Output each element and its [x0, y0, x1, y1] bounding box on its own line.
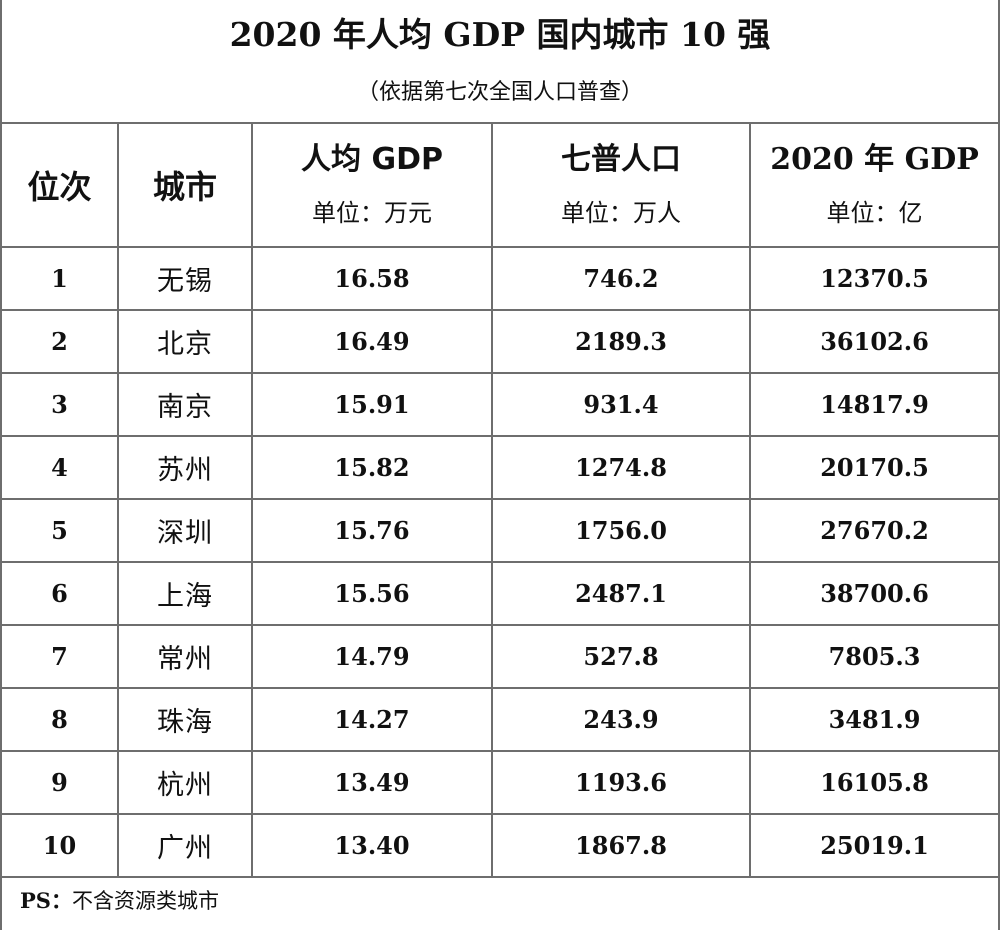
cell-city: 杭州 [118, 751, 253, 815]
table-row: 1 无锡 16.58 746.2 12370.5 [2, 247, 998, 311]
cell-population: 931.4 [492, 373, 751, 437]
cell-gdp: 20170.5 [750, 436, 998, 500]
header-rank-label: 位次 [27, 168, 92, 206]
cell-city: 无锡 [118, 247, 253, 311]
table-row: 7 常州 14.79 527.8 7805.3 [2, 625, 998, 689]
cell-rank: 10 [2, 814, 119, 878]
cell-population: 2189.3 [492, 310, 751, 374]
header-population: 七普人口 单位：万人 [492, 124, 751, 248]
cell-gdp-per-capita: 16.49 [252, 310, 493, 374]
table-row: 2 北京 16.49 2189.3 36102.6 [2, 310, 998, 374]
table-row: 5 深圳 15.76 1756.0 27670.2 [2, 499, 998, 563]
table-row: 3 南京 15.91 931.4 14817.9 [2, 373, 998, 437]
cell-gdp: 7805.3 [750, 625, 998, 689]
cell-gdp: 16105.8 [750, 751, 998, 815]
footnote: PS：不含资源类城市 [2, 878, 998, 927]
header-gdp: 2020 年 GDP 单位：亿 [750, 124, 998, 248]
cell-rank: 8 [2, 688, 119, 752]
cell-population: 1756.0 [492, 499, 751, 563]
header-population-unit: 单位：万人 [561, 199, 681, 227]
cell-population: 243.9 [492, 688, 751, 752]
title-block: 2020 年人均 GDP 国内城市 10 强 （依据第七次全国人口普查） [2, 0, 998, 124]
cell-rank: 3 [2, 373, 119, 437]
cell-population: 1193.6 [492, 751, 751, 815]
cell-population: 1274.8 [492, 436, 751, 500]
header-city: 城市 [118, 124, 253, 248]
cell-gdp-per-capita: 15.91 [252, 373, 493, 437]
cell-population: 1867.8 [492, 814, 751, 878]
cell-rank: 5 [2, 499, 119, 563]
header-gdp-per-capita-unit: 单位：万元 [312, 199, 432, 227]
cell-city: 北京 [118, 310, 253, 374]
cell-city: 珠海 [118, 688, 253, 752]
cell-gdp: 3481.9 [750, 688, 998, 752]
cell-rank: 2 [2, 310, 119, 374]
footnote-text: 不含资源类城市 [71, 889, 219, 913]
header-population-label: 七普人口 [561, 142, 681, 177]
table-row: 6 上海 15.56 2487.1 38700.6 [2, 562, 998, 626]
ranking-table: 位次 城市 人均 GDP 单位：万元 七普人口 单位：万人 2020 年 GDP… [2, 124, 998, 878]
header-city-label: 城市 [152, 168, 217, 206]
cell-city: 苏州 [118, 436, 253, 500]
table-row: 10 广州 13.40 1867.8 25019.1 [2, 814, 998, 878]
cell-rank: 1 [2, 247, 119, 311]
footnote-prefix: PS： [20, 888, 72, 913]
cell-rank: 6 [2, 562, 119, 626]
cell-gdp-per-capita: 14.27 [252, 688, 493, 752]
cell-gdp-per-capita: 15.56 [252, 562, 493, 626]
table-row: 9 杭州 13.49 1193.6 16105.8 [2, 751, 998, 815]
cell-gdp: 25019.1 [750, 814, 998, 878]
table-row: 8 珠海 14.27 243.9 3481.9 [2, 688, 998, 752]
cell-population: 527.8 [492, 625, 751, 689]
cell-city: 深圳 [118, 499, 253, 563]
page-title: 2020 年人均 GDP 国内城市 10 强 [229, 15, 771, 54]
cell-city: 广州 [118, 814, 253, 878]
cell-gdp: 38700.6 [750, 562, 998, 626]
cell-gdp-per-capita: 13.49 [252, 751, 493, 815]
cell-gdp-per-capita: 16.58 [252, 247, 493, 311]
cell-gdp: 14817.9 [750, 373, 998, 437]
table-row: 4 苏州 15.82 1274.8 20170.5 [2, 436, 998, 500]
header-row: 位次 城市 人均 GDP 单位：万元 七普人口 单位：万人 2020 年 GDP… [2, 124, 998, 248]
cell-city: 上海 [118, 562, 253, 626]
cell-rank: 9 [2, 751, 119, 815]
header-gdp-per-capita: 人均 GDP 单位：万元 [252, 124, 493, 248]
page-subtitle: （依据第七次全国人口普查） [356, 80, 643, 105]
cell-gdp: 36102.6 [750, 310, 998, 374]
cell-city: 常州 [118, 625, 253, 689]
cell-gdp: 27670.2 [750, 499, 998, 563]
cell-gdp-per-capita: 15.82 [252, 436, 493, 500]
header-gdp-unit: 单位：亿 [826, 199, 923, 227]
header-gdp-per-capita-label: 人均 GDP [301, 142, 443, 177]
cell-population: 2487.1 [492, 562, 751, 626]
cell-gdp-per-capita: 15.76 [252, 499, 493, 563]
cell-rank: 4 [2, 436, 119, 500]
cell-city: 南京 [118, 373, 253, 437]
cell-gdp: 12370.5 [750, 247, 998, 311]
header-gdp-label: 2020 年 GDP [770, 142, 979, 177]
cell-population: 746.2 [492, 247, 751, 311]
cell-gdp-per-capita: 13.40 [252, 814, 493, 878]
cell-rank: 7 [2, 625, 119, 689]
header-rank: 位次 [2, 124, 119, 248]
cell-gdp-per-capita: 14.79 [252, 625, 493, 689]
